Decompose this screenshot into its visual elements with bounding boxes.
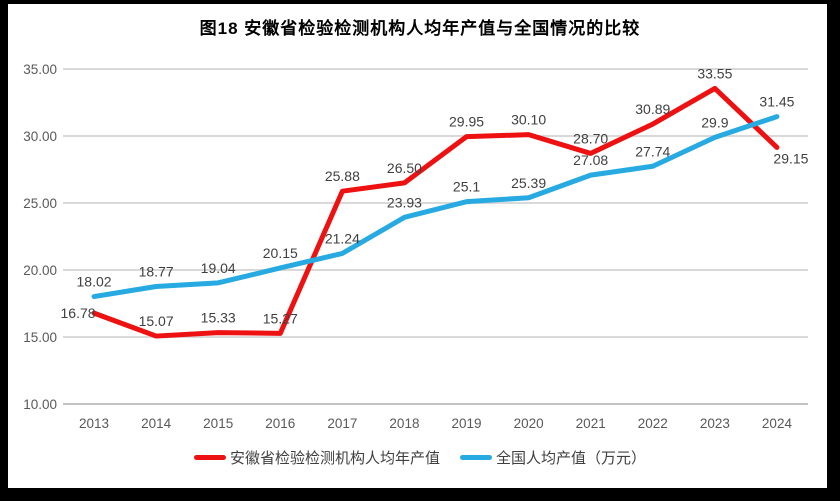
- legend-item-national: 全国人均产值（万元）: [460, 447, 646, 468]
- legend-line-swatch-anhui: [193, 455, 226, 460]
- legend-label-national: 全国人均产值（万元）: [496, 450, 647, 467]
- legend-item-anhui: 安徽省检验检测机构人均年产值: [193, 447, 440, 468]
- chart-title: 图18 安徽省检验检测机构人均年产值与全国情况的比较: [199, 19, 641, 38]
- legend-label-anhui: 安徽省检验检测机构人均年产值: [229, 450, 440, 467]
- legend-line-swatch-national: [460, 455, 492, 460]
- legend: 安徽省检验检测机构人均年产值 全国人均产值（万元）: [0, 447, 840, 468]
- chart-canvas: [8, 4, 827, 488]
